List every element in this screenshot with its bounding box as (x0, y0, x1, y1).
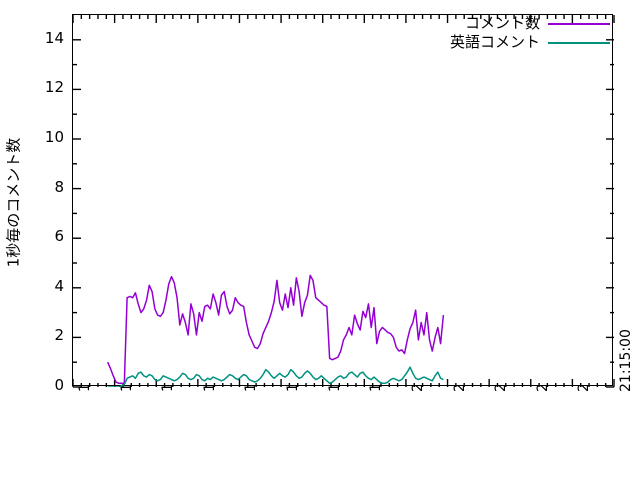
y-tick-label: 4 (54, 276, 64, 295)
y-tick-label: 6 (54, 227, 64, 246)
y-tick-label: 0 (54, 376, 64, 394)
y-tick-label: 8 (54, 177, 64, 196)
chart-legend: コメント数 英語コメント (400, 14, 610, 52)
data-series-layer (106, 274, 445, 387)
series-line-1 (107, 366, 444, 387)
series-line-0 (106, 274, 445, 385)
plot-area (72, 14, 615, 388)
y-tick-label: 12 (44, 78, 64, 97)
legend-item-0[interactable]: コメント数 (400, 14, 610, 33)
x-tick-label: 21:15:00 (618, 329, 634, 392)
legend-color-swatch (548, 22, 610, 25)
legend-label: コメント数 (464, 14, 540, 32)
y-tick-label: 10 (44, 128, 64, 146)
y-tick-label: 14 (44, 28, 64, 47)
legend-label: 英語コメント (449, 33, 540, 51)
legend-item-1[interactable]: 英語コメント (400, 33, 610, 52)
y-tick-label: 2 (54, 326, 64, 345)
axis-ticks (72, 15, 615, 388)
y-axis-title: 1秒毎のコメント数 (4, 137, 23, 268)
legend-color-swatch (548, 41, 610, 44)
